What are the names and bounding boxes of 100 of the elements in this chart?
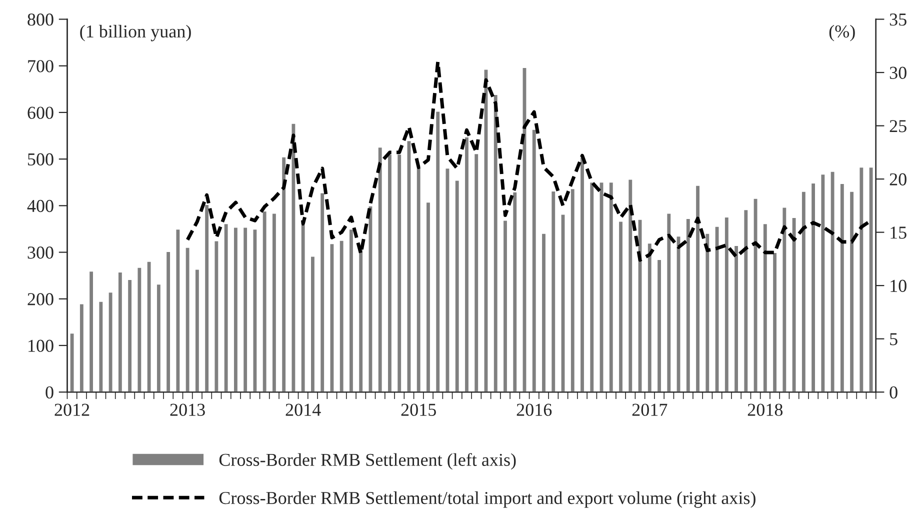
bar <box>482 68 490 392</box>
bar <box>790 216 798 392</box>
y2-tick-label: 10 <box>890 280 906 292</box>
y-tick-label: 0 <box>46 386 54 399</box>
bar <box>742 208 750 392</box>
x-tick-label: 2013 <box>170 404 205 416</box>
bar <box>78 302 85 392</box>
bar <box>434 110 441 392</box>
bar <box>232 226 239 392</box>
x-tick-label: 2014 <box>286 404 321 416</box>
y-tick-label: 300 <box>28 246 54 259</box>
bar <box>810 182 816 392</box>
y-axis-title: (1 billion yuan) <box>80 24 191 42</box>
bar <box>396 153 402 392</box>
bar <box>618 220 624 392</box>
bar <box>666 212 672 392</box>
bar <box>146 260 152 392</box>
bar <box>636 218 644 392</box>
x-tick-label: 2015 <box>401 404 436 416</box>
bar <box>772 252 778 392</box>
bar <box>319 192 326 392</box>
bar <box>386 153 393 392</box>
bar <box>174 228 182 392</box>
bar <box>512 190 518 392</box>
bar <box>724 216 730 392</box>
bar <box>444 167 451 392</box>
bar <box>646 242 653 392</box>
bar <box>290 122 297 392</box>
bar <box>454 179 460 392</box>
bar <box>136 266 143 392</box>
y2-tick-label: 35 <box>890 14 906 26</box>
bar <box>165 250 172 392</box>
bar <box>868 166 874 392</box>
bar <box>570 188 576 392</box>
bar <box>675 235 682 392</box>
y2-tick-label: 25 <box>890 120 906 132</box>
bar <box>88 270 94 392</box>
y-tick-label: 700 <box>28 60 54 72</box>
bar <box>685 218 692 392</box>
bar <box>464 136 470 392</box>
bar <box>848 190 855 392</box>
bar <box>800 190 807 392</box>
bar <box>416 166 422 392</box>
bar <box>367 204 374 392</box>
y2-tick-label: 20 <box>890 173 906 186</box>
bar <box>560 213 566 392</box>
bar <box>829 170 836 392</box>
bar <box>656 258 662 392</box>
y-tick-label: 400 <box>27 200 54 212</box>
bar <box>68 332 76 392</box>
bar <box>521 66 528 392</box>
bar <box>733 244 740 392</box>
bar <box>310 255 316 392</box>
bar <box>300 224 306 392</box>
y-tick-label: 600 <box>28 106 54 119</box>
bar <box>598 181 605 392</box>
bar <box>328 242 336 392</box>
bar <box>204 204 210 392</box>
legend-label: Cross-Border RMB Settlement/total import and export volume (right axis) <box>219 491 756 508</box>
bar <box>156 283 162 392</box>
x-tick-label: 2016 <box>516 404 552 416</box>
bar <box>752 198 759 392</box>
bar <box>540 232 547 392</box>
bar <box>704 232 711 392</box>
bar <box>280 156 287 392</box>
bar <box>126 278 133 392</box>
bar <box>492 94 499 392</box>
y-tick-label: 500 <box>28 153 54 166</box>
bar <box>252 228 258 392</box>
bar <box>627 178 634 392</box>
bar <box>271 212 278 392</box>
bar <box>550 190 556 392</box>
legend-label: Cross-Border RMB Settlement (left axis) <box>219 453 516 470</box>
bar <box>376 146 384 392</box>
y2-tick-label: 0 <box>890 386 898 399</box>
x-tick-label: 2017 <box>632 404 668 416</box>
y-tick-label: 100 <box>28 340 54 352</box>
bar <box>762 222 768 392</box>
y2-tick-label: 30 <box>890 66 906 79</box>
x-tick-label: 2012 <box>54 404 90 416</box>
bar <box>242 226 248 392</box>
y2-tick-label: 15 <box>890 226 906 239</box>
y2-axis-title: (%) <box>829 24 855 42</box>
bar <box>184 246 191 392</box>
bar <box>579 156 586 392</box>
bar <box>694 184 701 392</box>
bar <box>222 222 230 392</box>
y2-tick-label: 5 <box>890 333 898 346</box>
bar <box>107 291 114 392</box>
bar <box>820 173 826 392</box>
bar <box>608 181 614 392</box>
bar <box>261 210 268 392</box>
bar <box>858 166 865 392</box>
bar <box>714 225 720 392</box>
bar <box>338 239 345 392</box>
bar <box>98 300 104 392</box>
bar <box>425 201 432 392</box>
y-tick-label: 200 <box>28 293 54 306</box>
bar <box>406 140 412 392</box>
bar <box>194 268 200 392</box>
